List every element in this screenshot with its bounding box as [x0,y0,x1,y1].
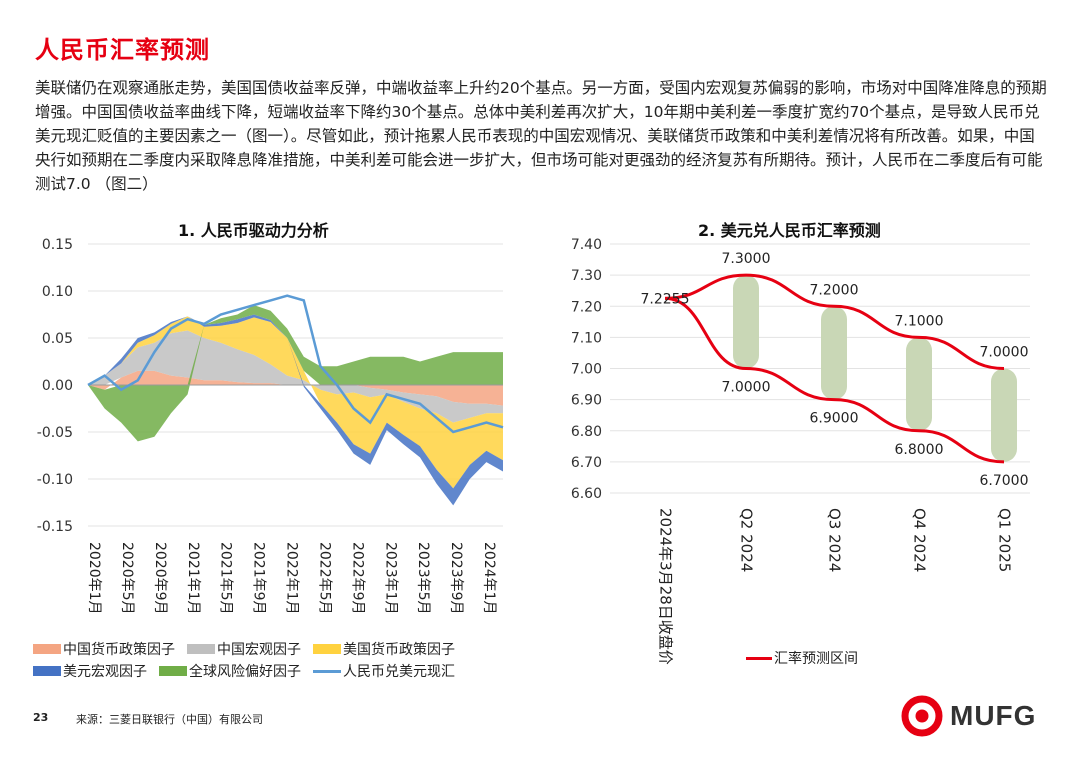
source-note: 来源：三菱日联银行（中国）有限公司 [76,713,263,726]
forecast-band [733,275,759,369]
cny-spot-line [87,294,504,434]
legend-label: 汇率预测区间 [774,651,858,667]
mufg-logo-icon [901,695,943,737]
x-tick-label: 2023年1月 [382,542,398,615]
lower-data-label: 7.0000 [722,380,771,396]
legend-label: 美元宏观因子 [63,664,147,680]
area-series-1 [88,370,503,406]
legend-swatch [159,666,187,676]
x-tick-label: 2023年9月 [448,542,464,615]
lower-forecast-line [664,296,1005,464]
legend-item: 全球风险偏好因子 [159,661,301,681]
chart2-forecast: 7.40 7.30 7.20 7.10 7.00 6.90 6.80 6.70 6.60 2024… [571,237,1030,665]
x-tick-label: 2020年9月 [152,542,168,615]
chart2-legend: 汇率预测区间 [746,648,858,668]
x-tick-label: 2020年1月 [86,542,102,615]
forecast-band [821,306,847,400]
x-category-label: Q4 2024 [911,508,929,572]
y-tick-label: 6.80 [571,424,602,440]
y-tick-label: 7.20 [571,299,602,315]
upper-data-label: 7.1000 [895,313,944,329]
x-tick-label: 2022年9月 [349,542,365,615]
y-tick-label: -0.05 [37,425,73,441]
upper-data-label: 7.3000 [722,251,771,267]
x-tick-label: 2021年9月 [251,542,267,615]
upper-data-label: 7.2255 [641,291,690,307]
upper-data-label: 7.0000 [980,345,1029,361]
page-title: 人民币汇率预测 [35,36,210,64]
x-tick-label: 2020年5月 [119,542,135,615]
legend-swatch [33,644,61,654]
legend-label: 中国宏观因子 [217,642,301,658]
logo-text: MUFG [950,700,1037,731]
legend-swatch [33,666,61,676]
x-category-label: Q3 2024 [826,508,844,572]
y-tick-label: -0.10 [37,472,73,488]
lower-data-label: 6.8000 [895,442,944,458]
legend-label: 人民币兑美元现汇 [343,664,455,680]
chart1-legend: 中国货币政策因子 中国宏观因子 美国货币政策因子 美元宏观因子 全球风险偏好因子… [33,638,533,682]
y-tick-label: 6.60 [571,486,602,502]
x-category-label: Q1 2025 [996,508,1014,572]
y-tick-label: 6.90 [571,393,602,409]
chart1-title: 1. 人民币驱动力分析 [178,221,329,240]
legend-item: 中国宏观因子 [187,639,301,659]
forecast-band [991,368,1017,462]
x-tick-label: 2022年1月 [284,542,300,615]
y-tick-label: 6.70 [571,455,602,471]
mufg-logo: MUFG [900,694,1036,738]
chart2-title: 2. 美元兑人民币汇率预测 [698,221,881,240]
area-series-4 [88,314,503,506]
x-category-label: 2024年3月28日收盘价 [657,508,675,665]
x-tick-label: 2023年5月 [415,542,431,615]
area-series-5 [88,305,503,442]
y-tick-label: -0.15 [37,519,73,535]
legend-label: 全球风险偏好因子 [189,664,301,680]
y-tick-label: 7.10 [571,330,602,346]
legend-item: 中国货币政策因子 [33,639,175,659]
x-tick-label: 2021年1月 [185,542,201,615]
x-tick-label: 2024年1月 [481,542,497,615]
legend-item: 美国货币政策因子 [313,639,455,659]
y-tick-label: 7.30 [571,268,602,284]
legend-swatch [187,644,215,654]
y-tick-label: 0.00 [42,378,73,394]
forecast-band [906,337,932,431]
x-tick-label: 2022年5月 [316,542,332,615]
legend-swatch [746,656,772,660]
intro-paragraph: 美联储仍在观察通胀走势，美国国债收益率反弹，中端收益率上升约20个基点。另一方面… [35,79,1047,193]
upper-data-label: 7.2000 [810,282,859,298]
area-series-2 [88,330,503,423]
y-tick-label: 7.00 [571,362,602,378]
x-category-label: Q2 2024 [738,508,756,572]
y-tick-label: 0.15 [42,237,73,253]
area-series-3 [88,316,503,489]
upper-forecast-line [664,273,1005,370]
x-tick-label: 2021年5月 [218,542,234,615]
y-tick-label: 0.05 [42,331,73,347]
lower-data-label: 6.9000 [810,411,859,427]
chart1-driver-analysis: 0.15 0.10 0.05 0.00 -0.05 -0.10 -0.15 2020年1月 20… [37,237,504,615]
page-number: 23 [33,711,49,724]
legend-swatch [313,669,341,673]
y-tick-label: 0.10 [42,284,73,300]
legend-label: 美国货币政策因子 [343,642,455,658]
legend-item: 美元宏观因子 [33,661,147,681]
lower-data-label: 6.7000 [980,473,1029,489]
y-tick-label: 7.40 [571,237,602,253]
legend-label: 中国货币政策因子 [63,642,175,658]
legend-item: 人民币兑美元现汇 [313,661,455,681]
legend-swatch [313,644,341,654]
